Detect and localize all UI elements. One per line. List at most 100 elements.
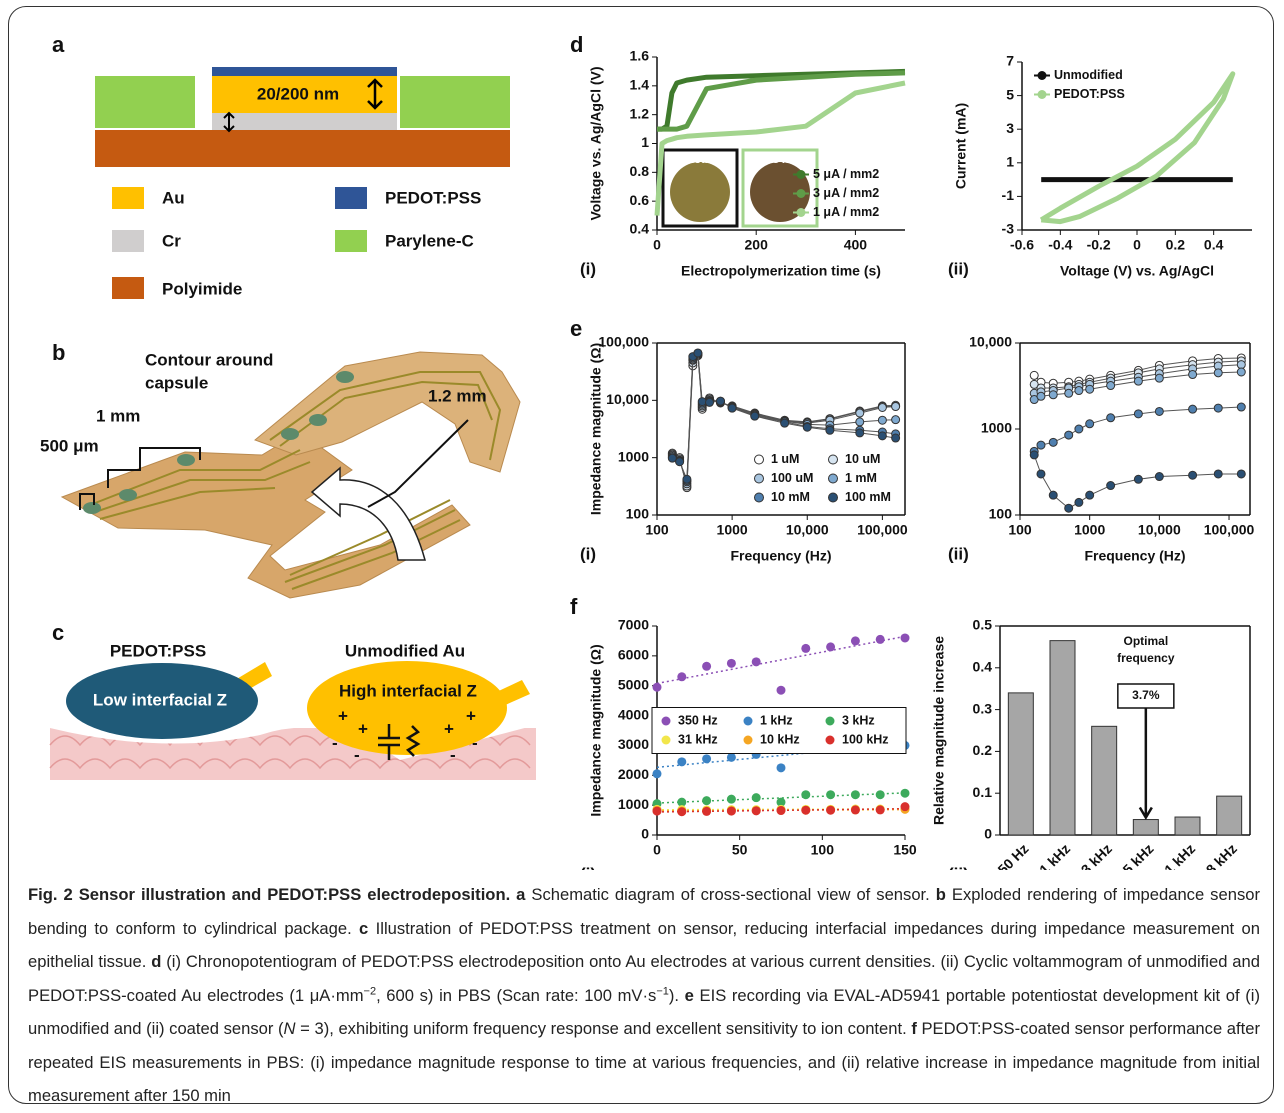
data-point bbox=[702, 807, 711, 816]
data-point bbox=[781, 419, 789, 427]
polyimide-layer bbox=[95, 130, 510, 167]
y-tick-label: -1 bbox=[1002, 187, 1015, 203]
y-tick-label: 0.4 bbox=[973, 659, 993, 675]
trendline bbox=[657, 636, 905, 683]
annotation: 3.7% bbox=[1132, 688, 1160, 702]
annotation-arrow bbox=[1140, 708, 1152, 818]
panel-label: f bbox=[570, 594, 578, 619]
data-point bbox=[752, 806, 761, 815]
y-tick-label: 10,000 bbox=[969, 334, 1012, 350]
data-point bbox=[1237, 361, 1245, 369]
data-point bbox=[668, 454, 676, 462]
caption: Fig. 2 Sensor illustration and PEDOT:PSS… bbox=[28, 878, 1260, 1113]
x-tick-label: 350 Hz bbox=[989, 840, 1032, 870]
panel-label: d bbox=[570, 32, 583, 57]
charge: - bbox=[354, 745, 360, 764]
data-point bbox=[901, 789, 910, 798]
legend-marker bbox=[744, 717, 753, 726]
inset-label: PEDOT:PSS bbox=[749, 154, 811, 166]
y-tick-label: 0.8 bbox=[630, 163, 650, 179]
data-point bbox=[1086, 385, 1094, 393]
legend-label: 10 kHz bbox=[760, 732, 800, 746]
data-point bbox=[1075, 425, 1083, 433]
x-tick-label: 1000 bbox=[1074, 522, 1105, 538]
legend-label: 1 mM bbox=[845, 471, 877, 485]
data-point bbox=[851, 790, 860, 799]
x-axis-title: Voltage (V) vs. Ag/AgCl bbox=[1060, 263, 1214, 279]
legend-swatch bbox=[335, 187, 367, 209]
data-point bbox=[901, 802, 910, 811]
data-point bbox=[1065, 431, 1073, 439]
legend-marker bbox=[826, 717, 835, 726]
y-axis-title: Impedance magnitude (Ω) bbox=[588, 343, 604, 515]
legend-swatch bbox=[112, 277, 144, 299]
data-point bbox=[1030, 371, 1038, 379]
data-point bbox=[702, 754, 711, 763]
x-tick-label: 3 kHz bbox=[1078, 840, 1115, 870]
y-tick-label: 7000 bbox=[618, 617, 649, 633]
bar bbox=[1092, 726, 1117, 835]
data-point bbox=[1214, 404, 1222, 412]
x-tick-label: 100 bbox=[811, 842, 835, 858]
y-tick-label: 7 bbox=[1006, 53, 1014, 69]
sub-label: (ii) bbox=[948, 864, 969, 870]
x-tick-label: 100 bbox=[645, 522, 669, 538]
legend-marker bbox=[755, 474, 764, 483]
data-point bbox=[1107, 414, 1115, 422]
legend-marker bbox=[662, 717, 671, 726]
data-point bbox=[1037, 470, 1045, 478]
y-tick-label: 0.4 bbox=[630, 221, 650, 237]
x-axis-title: Frequency (Hz) bbox=[730, 548, 831, 564]
charge: + bbox=[444, 719, 454, 738]
legend-marker bbox=[1038, 90, 1047, 99]
data-point bbox=[777, 686, 786, 695]
data-point bbox=[677, 672, 686, 681]
legend-label: 3 kHz bbox=[842, 713, 875, 727]
legend-label: 1 μA / mm2 bbox=[813, 205, 879, 219]
x-tick-label: 31 kHz bbox=[1156, 840, 1199, 870]
legend-marker bbox=[755, 493, 764, 502]
thickness-label: 20/200 nm bbox=[257, 84, 339, 103]
y-tick-label: 3000 bbox=[618, 736, 649, 752]
charge: + bbox=[466, 706, 476, 725]
data-point bbox=[1037, 392, 1045, 400]
data-point bbox=[856, 429, 864, 437]
data-point bbox=[892, 403, 900, 411]
y-tick-label: 100 bbox=[989, 506, 1013, 522]
data-point bbox=[1049, 438, 1057, 446]
data-point bbox=[1065, 504, 1073, 512]
data-point bbox=[1134, 377, 1142, 385]
x-tick-label: 100,000 bbox=[1204, 522, 1255, 538]
y-tick-label: 0 bbox=[641, 826, 649, 842]
chart: e(i)100100010,000100,000100100010,000100… bbox=[570, 316, 908, 564]
page: a 20/200 nm Au PEDOT:PSS Cr Parylene-C P… bbox=[0, 0, 1284, 1113]
y-tick-label: 1000 bbox=[618, 448, 649, 464]
x-tick-label: 0 bbox=[653, 237, 661, 253]
data-point bbox=[653, 683, 662, 692]
data-point bbox=[677, 807, 686, 816]
legend-swatch bbox=[112, 187, 144, 209]
data-point bbox=[1030, 451, 1038, 459]
caption-text: , 600 s) in PBS (Scan rate: 100 mV·s bbox=[376, 986, 656, 1005]
data-point bbox=[777, 763, 786, 772]
legend-label: PEDOT:PSS bbox=[385, 188, 481, 207]
data-point bbox=[1086, 491, 1094, 499]
data-point bbox=[878, 432, 886, 440]
legend-label: Polyimide bbox=[162, 279, 242, 298]
data-point bbox=[826, 642, 835, 651]
data-point bbox=[727, 807, 736, 816]
legend-label: 100 kHz bbox=[842, 732, 889, 746]
x-tick-label: 10,000 bbox=[1138, 522, 1181, 538]
data-point bbox=[801, 644, 810, 653]
chart: (ii)100100010,000100100010,000100,000Fre… bbox=[948, 334, 1255, 564]
y-tick-label: 1 bbox=[641, 134, 649, 150]
chart: d(i)UnmodifiedPEDOT:PSS0.40.60.811.21.41… bbox=[570, 32, 905, 279]
label: Unmodified Au bbox=[345, 641, 465, 660]
data-point bbox=[751, 412, 759, 420]
annotation: Optimal bbox=[1123, 634, 1168, 648]
x-tick-label: 0 bbox=[1133, 237, 1141, 253]
y-axis-title: Relative magnitude increase bbox=[931, 636, 947, 825]
legend-marker bbox=[1038, 71, 1047, 80]
x-tick-label: 1000 bbox=[717, 522, 748, 538]
bar bbox=[1175, 817, 1200, 835]
